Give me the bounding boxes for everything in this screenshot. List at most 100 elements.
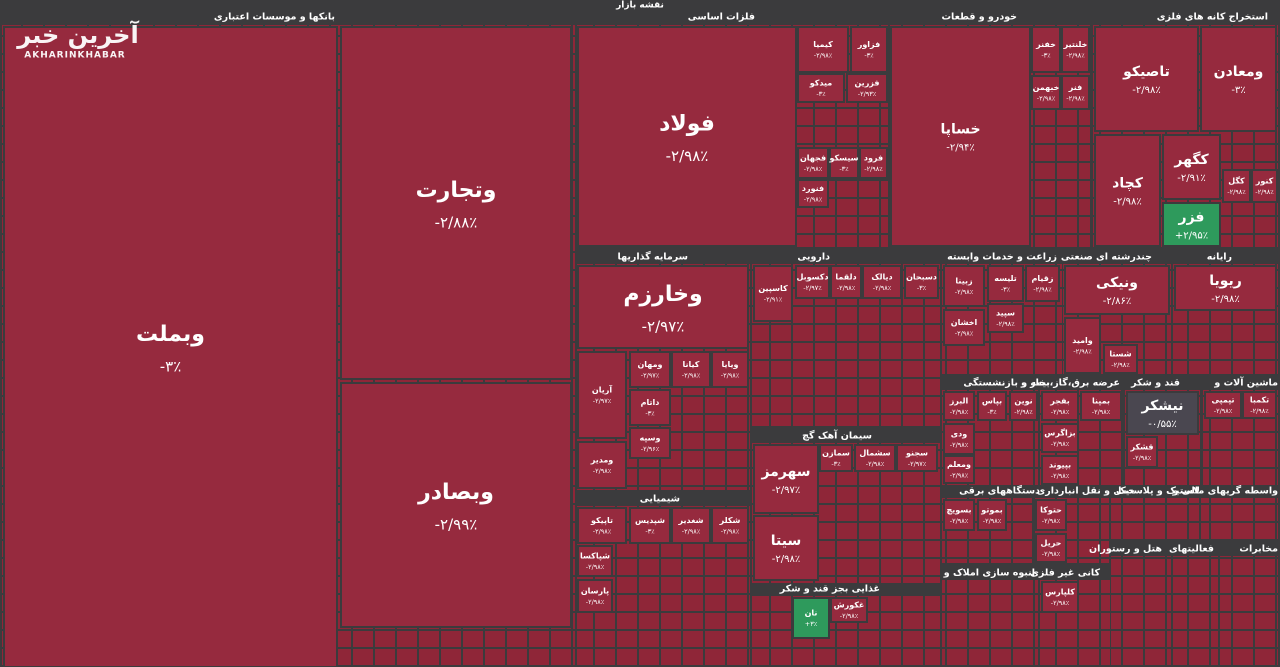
tile-change: -۲/۹۷٪ [642, 318, 685, 336]
tile-change: -۲/۹۱٪ [1177, 173, 1205, 184]
sector-name: هتل و رستوران [1089, 544, 1162, 555]
tile-name: سمازن [822, 449, 850, 458]
tile-name: وبصادر [417, 480, 494, 505]
sector-name: شیمیایی [640, 494, 680, 505]
tile [1080, 391, 1122, 421]
tile-name: نان [805, 609, 818, 618]
tile [711, 351, 749, 388]
tile-change: -۲/۹۸٪ [950, 472, 969, 480]
tile-name: ومهان [637, 360, 662, 369]
tile-change: -۲/۹۳٪ [858, 90, 877, 98]
sector: دستگاههای برقی بسویچ -۲/۹۸٪ بموتو -۲/۹۸٪ [942, 485, 1040, 563]
tile-name: بفجر [1049, 397, 1070, 406]
tile-name: فنورد [802, 184, 824, 193]
tile-change: -۲/۹۸٪ [1014, 408, 1033, 416]
tile-change: +۲/۹۵٪ [1175, 231, 1208, 242]
sector: فعالیتهای [1169, 544, 1218, 667]
sector: هتل و رستوران [1089, 544, 1171, 667]
tile-name: کگل [1228, 176, 1245, 186]
tile-name: شستا [1109, 350, 1131, 359]
tile-name: کنور [1255, 177, 1274, 186]
sector: دارویی کاسپین -۲/۹۱٪ دکسوبل -۲/۹۷٪ دلقما -۲/۹۸… [752, 252, 940, 426]
tile [1200, 26, 1277, 132]
tile-name: سیسکو [829, 154, 859, 163]
tile-change: -۲/۹۹٪ [435, 516, 478, 534]
tile [830, 265, 862, 299]
tile [1061, 26, 1090, 73]
tile-change: -۲/۹۸٪ [1051, 440, 1070, 448]
tile [830, 597, 868, 623]
tile-name: فنر [1068, 83, 1082, 92]
sector-cells [942, 580, 1038, 667]
tile-name: وتجارت [416, 178, 497, 203]
sector-cells [1201, 498, 1278, 541]
tile-change: -۲/۹۸٪ [1133, 454, 1152, 462]
tile [1222, 169, 1251, 203]
tile [1041, 391, 1079, 421]
tile [753, 444, 819, 514]
tile [753, 265, 793, 322]
tile-change: -۲/۹۸٪ [950, 517, 969, 525]
sector: شیمیایی تاپیکو -۲/۹۸٪ شپدیس -۳٪ شغدیر -۲/۹۸٪ شک… [577, 494, 750, 667]
tile-name: تاصیکو [1122, 64, 1170, 80]
tile-name: شکلر [719, 516, 741, 525]
tile-name: کگهر [1173, 151, 1209, 168]
tile [943, 391, 975, 421]
tile [711, 507, 749, 544]
tile [577, 545, 613, 577]
tile [987, 265, 1024, 302]
tile-change: -۲/۸۸٪ [435, 214, 478, 232]
tile [1094, 134, 1161, 247]
sector-name: استخراج کانه های فلزی [1157, 12, 1268, 23]
tile-name: بزاگرس [1044, 428, 1075, 439]
sector: کانی غیر فلزی کلپارس-۲/۹۸٪ [1030, 568, 1110, 667]
sector-cells [1220, 556, 1278, 667]
tile-name: میدکو [809, 79, 833, 88]
tile-name: بپیوند [1049, 461, 1071, 470]
tile [577, 26, 797, 247]
tile-change: -۲/۹۸٪ [593, 528, 612, 536]
sector-name: فعالیتهای [1169, 544, 1214, 555]
watermark-latin: AKHARINKHABAR [24, 51, 125, 61]
tile-name: سپید [996, 309, 1015, 318]
watermark-name: آخرین خبر [16, 20, 139, 49]
tile-name: سجنو [905, 449, 928, 458]
tile-change: -۲/۹۸٪ [721, 528, 740, 536]
sector: انبوه سازی املاک و [942, 568, 1038, 667]
tile [1251, 169, 1278, 203]
tile-change: -۳٪ [645, 410, 655, 418]
tile-change: -۲/۹۸٪ [955, 288, 974, 296]
sector-cells [1111, 556, 1171, 667]
sector: حمل و نقل انبارداری حتوکا -۲/۹۸٪ حریل -۲/۹۸٪ [1034, 486, 1135, 563]
tile [943, 265, 985, 307]
tile [1061, 75, 1090, 110]
tile-name: کاسپین [758, 284, 788, 293]
tile-change: -۲/۹۸٪ [1066, 52, 1085, 60]
sector: ماشین آلات و تپمپی -۲/۹۸٪ تکمبا -۲/۹۸٪ [1203, 376, 1278, 485]
tile [577, 507, 627, 544]
tile [629, 351, 671, 388]
tile-name: بموتو [980, 506, 1002, 515]
tile-name: ویایا [722, 360, 739, 369]
tile [850, 26, 888, 73]
tile-change: -۲/۹۸٪ [1037, 95, 1056, 103]
tile-change: -۲/۹۸٪ [1051, 599, 1070, 607]
tile-change: -۲/۹۷٪ [593, 397, 612, 405]
sector-name: قند و شکر [1130, 378, 1180, 389]
sector-name: ماشین آلات و [1213, 376, 1278, 389]
tile [1064, 265, 1170, 315]
tile-name: داتام [641, 398, 660, 407]
tile-name: فزاور [857, 40, 881, 49]
tile-name: فجهان [800, 154, 826, 163]
tile-name: البرز [949, 397, 969, 406]
tile [1094, 26, 1199, 132]
sector-name: سرمایه گذاریها [618, 251, 688, 263]
tile-name: ونیکی [1096, 275, 1138, 291]
tile [629, 427, 671, 459]
tile-change: -۲/۹۸٪ [1132, 85, 1160, 96]
tile-change: -۲/۹۸٪ [873, 284, 892, 292]
tile-name: تپمپی [1212, 396, 1235, 405]
tile-name: بمپنا [1092, 397, 1110, 406]
tile-change: -۲/۹۸٪ [837, 284, 856, 292]
tile [797, 73, 845, 103]
